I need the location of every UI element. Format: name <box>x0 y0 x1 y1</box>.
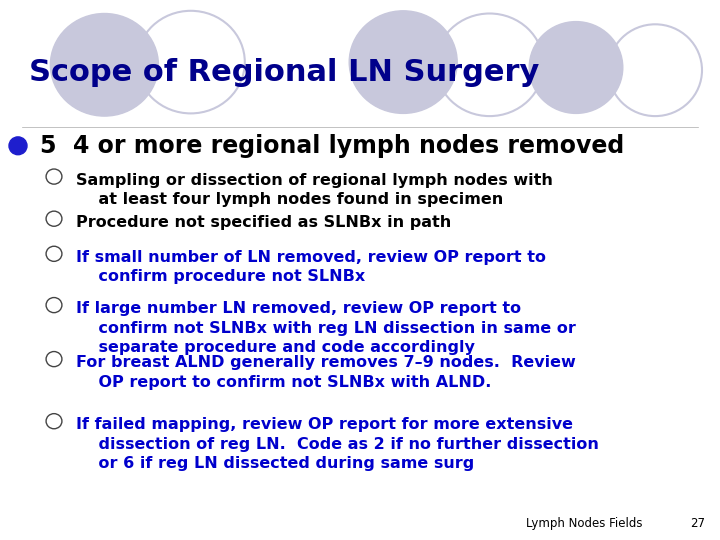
Ellipse shape <box>50 14 158 116</box>
Text: If small number of LN removed, review OP report to
    confirm procedure not SLN: If small number of LN removed, review OP… <box>76 250 546 284</box>
Text: If failed mapping, review OP report for more extensive
    dissection of reg LN.: If failed mapping, review OP report for … <box>76 417 598 471</box>
Ellipse shape <box>349 11 457 113</box>
Text: 5  4 or more regional lymph nodes removed: 5 4 or more regional lymph nodes removed <box>40 134 624 158</box>
Ellipse shape <box>529 22 623 113</box>
Text: If large number LN removed, review OP report to
    confirm not SLNBx with reg L: If large number LN removed, review OP re… <box>76 301 575 355</box>
Text: For breast ALND generally removes 7–9 nodes.  Review
    OP report to confirm no: For breast ALND generally removes 7–9 no… <box>76 355 575 389</box>
Text: Lymph Nodes Fields: Lymph Nodes Fields <box>526 517 642 530</box>
Text: 27: 27 <box>690 517 705 530</box>
Text: Sampling or dissection of regional lymph nodes with
    at least four lymph node: Sampling or dissection of regional lymph… <box>76 173 552 207</box>
Text: Procedure not specified as SLNBx in path: Procedure not specified as SLNBx in path <box>76 215 451 230</box>
Ellipse shape <box>9 137 27 155</box>
Text: Scope of Regional LN Surgery: Scope of Regional LN Surgery <box>29 58 539 87</box>
